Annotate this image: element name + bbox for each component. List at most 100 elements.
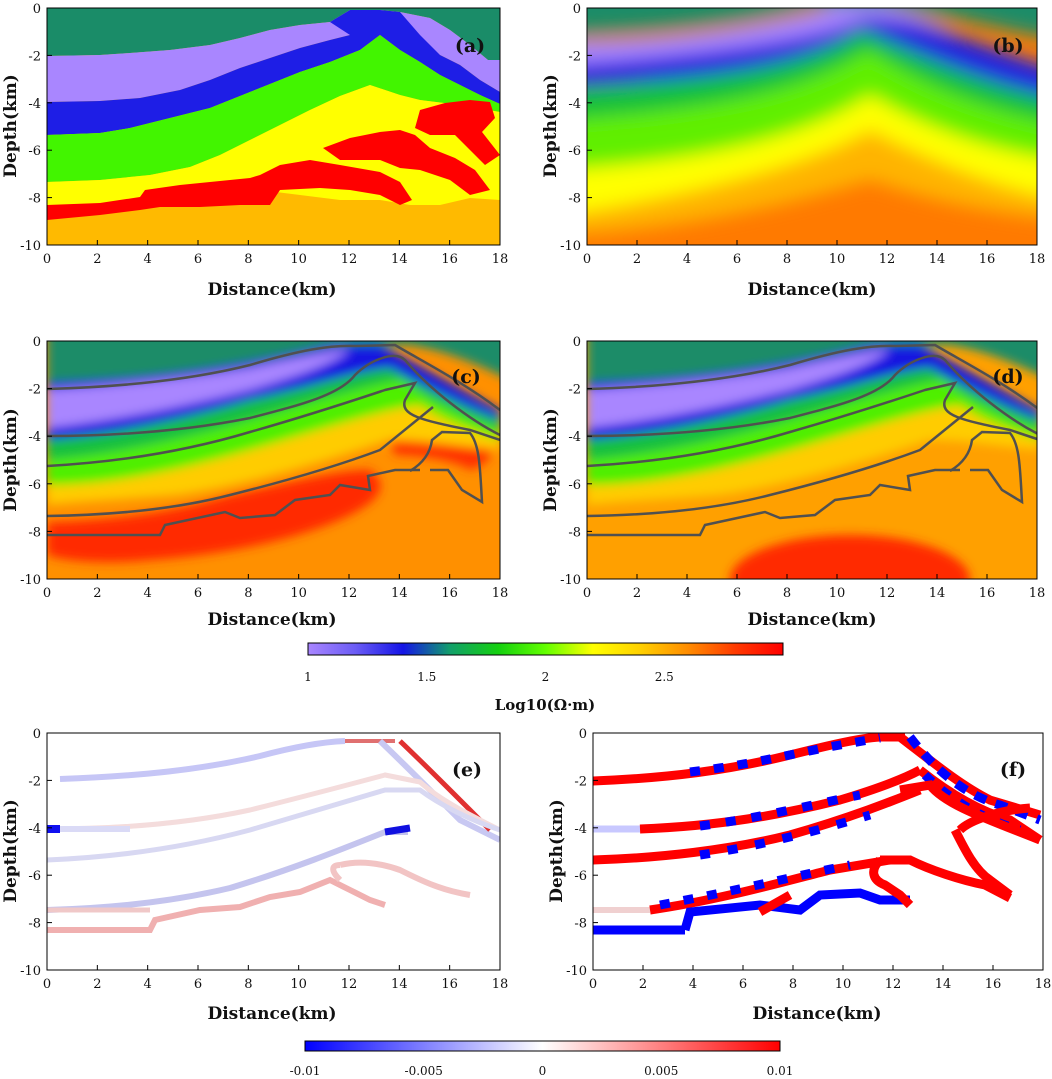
- difference-colorbar-ticks: -0.01 -0.005 0 0.005 0.01: [290, 1064, 794, 1078]
- x-tick-label: 16: [441, 977, 458, 992]
- x-tick-label: 18: [1029, 252, 1046, 267]
- resistivity-colorbar-bar: [307, 642, 784, 656]
- x-tick-label: 6: [733, 586, 741, 601]
- x-tick-label: 2: [633, 586, 641, 601]
- x-tick-label: 8: [789, 977, 797, 992]
- panel-c-field: [47, 341, 500, 563]
- y-tick-label: -6: [568, 478, 581, 493]
- x-tick-label: 16: [979, 252, 996, 267]
- y-tick-label: -8: [574, 917, 587, 932]
- panel-c-xlabel: Distance(km): [207, 610, 336, 630]
- layer-yellow: [47, 85, 500, 205]
- panel-d-frame: [586, 340, 1038, 580]
- x-tick-label: 6: [733, 252, 741, 267]
- panel-b: (b) 0 2 4 6 8 10 12 14 16 18 0 -2 -4 -6 -8 -10 Distanc…: [541, 2, 1046, 300]
- x-tick-label: 18: [1035, 977, 1052, 992]
- y-tick-label: 0: [33, 2, 41, 17]
- panel-c-frame: [46, 340, 501, 580]
- y-tick-label: -6: [28, 869, 41, 884]
- resistivity-colorbar-tick-label: 2: [542, 670, 550, 684]
- x-tick-label: 16: [441, 252, 458, 267]
- panel-e: (e) 0 2 4 6 8 10 12 14 16 18 0 -2 -4 -6 -8 -10 Distanc…: [1, 727, 508, 1024]
- panel-e-label: (e): [452, 759, 482, 781]
- panel-e-difference-bands: [47, 738, 500, 933]
- y-tick-label: -8: [568, 192, 581, 207]
- panel-b-xlabel: Distance(km): [747, 280, 876, 300]
- x-tick-label: 14: [929, 586, 946, 601]
- x-tick-label: 0: [43, 586, 51, 601]
- panel-c-ylabel: Depth(km): [1, 408, 21, 512]
- x-tick-label: 2: [93, 977, 101, 992]
- difference-colorbar-tick-label: 0.01: [767, 1064, 794, 1078]
- y-tick-label: -8: [28, 525, 41, 540]
- y-tick-label: -10: [20, 573, 41, 588]
- y-tick-label: -6: [28, 478, 41, 493]
- x-tick-label: 2: [633, 252, 641, 267]
- panel-d: (d) 0 2 4 6 8 10 12 14 16 18 0 -2 -4 -6 -8 -10 Distanc…: [541, 335, 1045, 630]
- x-tick-label: 16: [985, 977, 1002, 992]
- x-tick-label: 14: [391, 977, 408, 992]
- panel-b-label: (b): [992, 35, 1023, 57]
- x-tick-label: 12: [341, 252, 358, 267]
- y-tick-label: -6: [574, 869, 587, 884]
- x-tick-label: 0: [583, 252, 591, 267]
- y-tick-label: 0: [33, 727, 41, 742]
- x-tick-label: 18: [1029, 586, 1046, 601]
- x-tick-label: 8: [783, 252, 791, 267]
- difference-colorbar-tick-label: -0.01: [290, 1064, 321, 1078]
- panel-d-label: (d): [992, 366, 1023, 388]
- panel-b-ylabel: Depth(km): [541, 74, 561, 178]
- y-tick-label: -4: [568, 430, 581, 445]
- y-tick-label: 0: [579, 727, 587, 742]
- x-tick-label: 12: [879, 252, 896, 267]
- panel-e-base: [47, 733, 500, 970]
- y-tick-label: -10: [20, 964, 41, 979]
- y-tick-label: -8: [568, 525, 581, 540]
- layer-blue: [47, 35, 380, 135]
- panel-b-field: [587, 8, 1037, 234]
- panel-a-yaxis: 0 -2 -4 -6 -8 -10: [20, 2, 52, 254]
- panel-f-xlabel: Distance(km): [752, 1004, 881, 1024]
- panel-a-xaxis: 0 2 4 6 8 10 12 14 16 18: [43, 240, 508, 267]
- panel-f-ylabel: Depth(km): [547, 799, 567, 903]
- y-tick-label: -4: [568, 97, 581, 112]
- x-tick-label: 18: [492, 586, 509, 601]
- panel-e-frame: [46, 732, 501, 971]
- panel-f: (f) 0 2 4 6 8 10 12 14 16 18 0 -2 -4 -6 -8 -10 Distanc…: [547, 727, 1051, 1024]
- layer-green: [47, 8, 500, 60]
- x-tick-label: 14: [391, 586, 408, 601]
- layer-red-middle: [323, 130, 490, 195]
- panel-c-yaxis: 0 -2 -4 -6 -8 -10: [20, 335, 52, 588]
- panel-d-xaxis: 0 2 4 6 8 10 12 14 16 18: [583, 574, 1045, 601]
- panel-d-contours: [587, 343, 1037, 537]
- panel-a-xlabel: Distance(km): [207, 280, 336, 300]
- panel-a: (a) 0 2 4 6 8 10 12 14 16 18 0 -2 -4 -6 -8 -10 Distanc…: [1, 2, 508, 300]
- panel-e-yaxis: 0 -2 -4 -6 -8 -10: [20, 727, 52, 979]
- panel-f-plot: [593, 733, 1043, 970]
- y-tick-label: -4: [28, 97, 41, 112]
- x-tick-label: 8: [244, 252, 252, 267]
- x-tick-label: 6: [194, 977, 202, 992]
- panel-c-xaxis: 0 2 4 6 8 10 12 14 16 18: [43, 574, 508, 601]
- x-tick-label: 10: [290, 977, 307, 992]
- difference-colorbar-bar: [304, 1040, 781, 1052]
- panel-e-xaxis: 0 2 4 6 8 10 12 14 16 18: [43, 965, 508, 992]
- y-tick-label: -2: [28, 774, 41, 789]
- panel-e-plot: [47, 733, 500, 970]
- x-tick-label: 2: [93, 252, 101, 267]
- y-tick-label: -4: [574, 822, 587, 837]
- x-tick-label: 12: [341, 977, 358, 992]
- panel-d-yaxis: 0 -2 -4 -6 -8 -10: [560, 335, 592, 588]
- difference-colorbar: -0.01 -0.005 0 0.005 0.01: [290, 1040, 794, 1078]
- y-tick-label: -2: [28, 49, 41, 64]
- x-tick-label: 14: [935, 977, 952, 992]
- x-tick-label: 16: [441, 586, 458, 601]
- panel-b-yaxis: 0 -2 -4 -6 -8 -10: [560, 2, 592, 254]
- x-tick-label: 12: [341, 586, 358, 601]
- x-tick-label: 10: [290, 252, 307, 267]
- y-tick-label: -6: [568, 144, 581, 159]
- x-tick-label: 8: [244, 586, 252, 601]
- panel-f-frame: [592, 732, 1044, 971]
- x-tick-label: 4: [144, 977, 152, 992]
